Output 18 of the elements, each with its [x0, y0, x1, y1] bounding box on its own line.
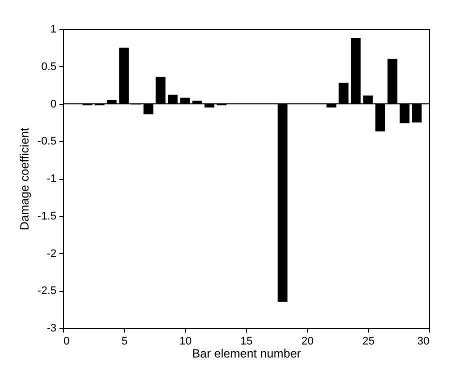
y-axis-title: Damage coefficient — [18, 127, 32, 230]
x-tick-label: 20 — [301, 336, 314, 348]
x-tick-label: 15 — [240, 336, 253, 348]
x-tick-label: 0 — [64, 336, 70, 348]
y-tick-label: -2 — [46, 248, 56, 260]
x-tick-label: 25 — [362, 336, 375, 348]
y-tick-label: -3 — [46, 322, 56, 334]
x-tick-label: 5 — [121, 336, 128, 348]
y-tick-label: -1 — [46, 173, 56, 185]
y-tick-label: -1.5 — [38, 210, 56, 222]
x-axis-title: Bar element number — [192, 346, 301, 360]
x-tick-label: 10 — [179, 336, 192, 348]
y-tick-label: -0.5 — [38, 136, 56, 148]
y-tick-label: 0 — [50, 98, 56, 110]
y-tick-label: 0.5 — [41, 60, 56, 73]
y-tick-label: 1 — [50, 24, 56, 36]
x-tick-label: 30 — [417, 336, 430, 348]
y-tick-label: -2.5 — [38, 285, 56, 298]
